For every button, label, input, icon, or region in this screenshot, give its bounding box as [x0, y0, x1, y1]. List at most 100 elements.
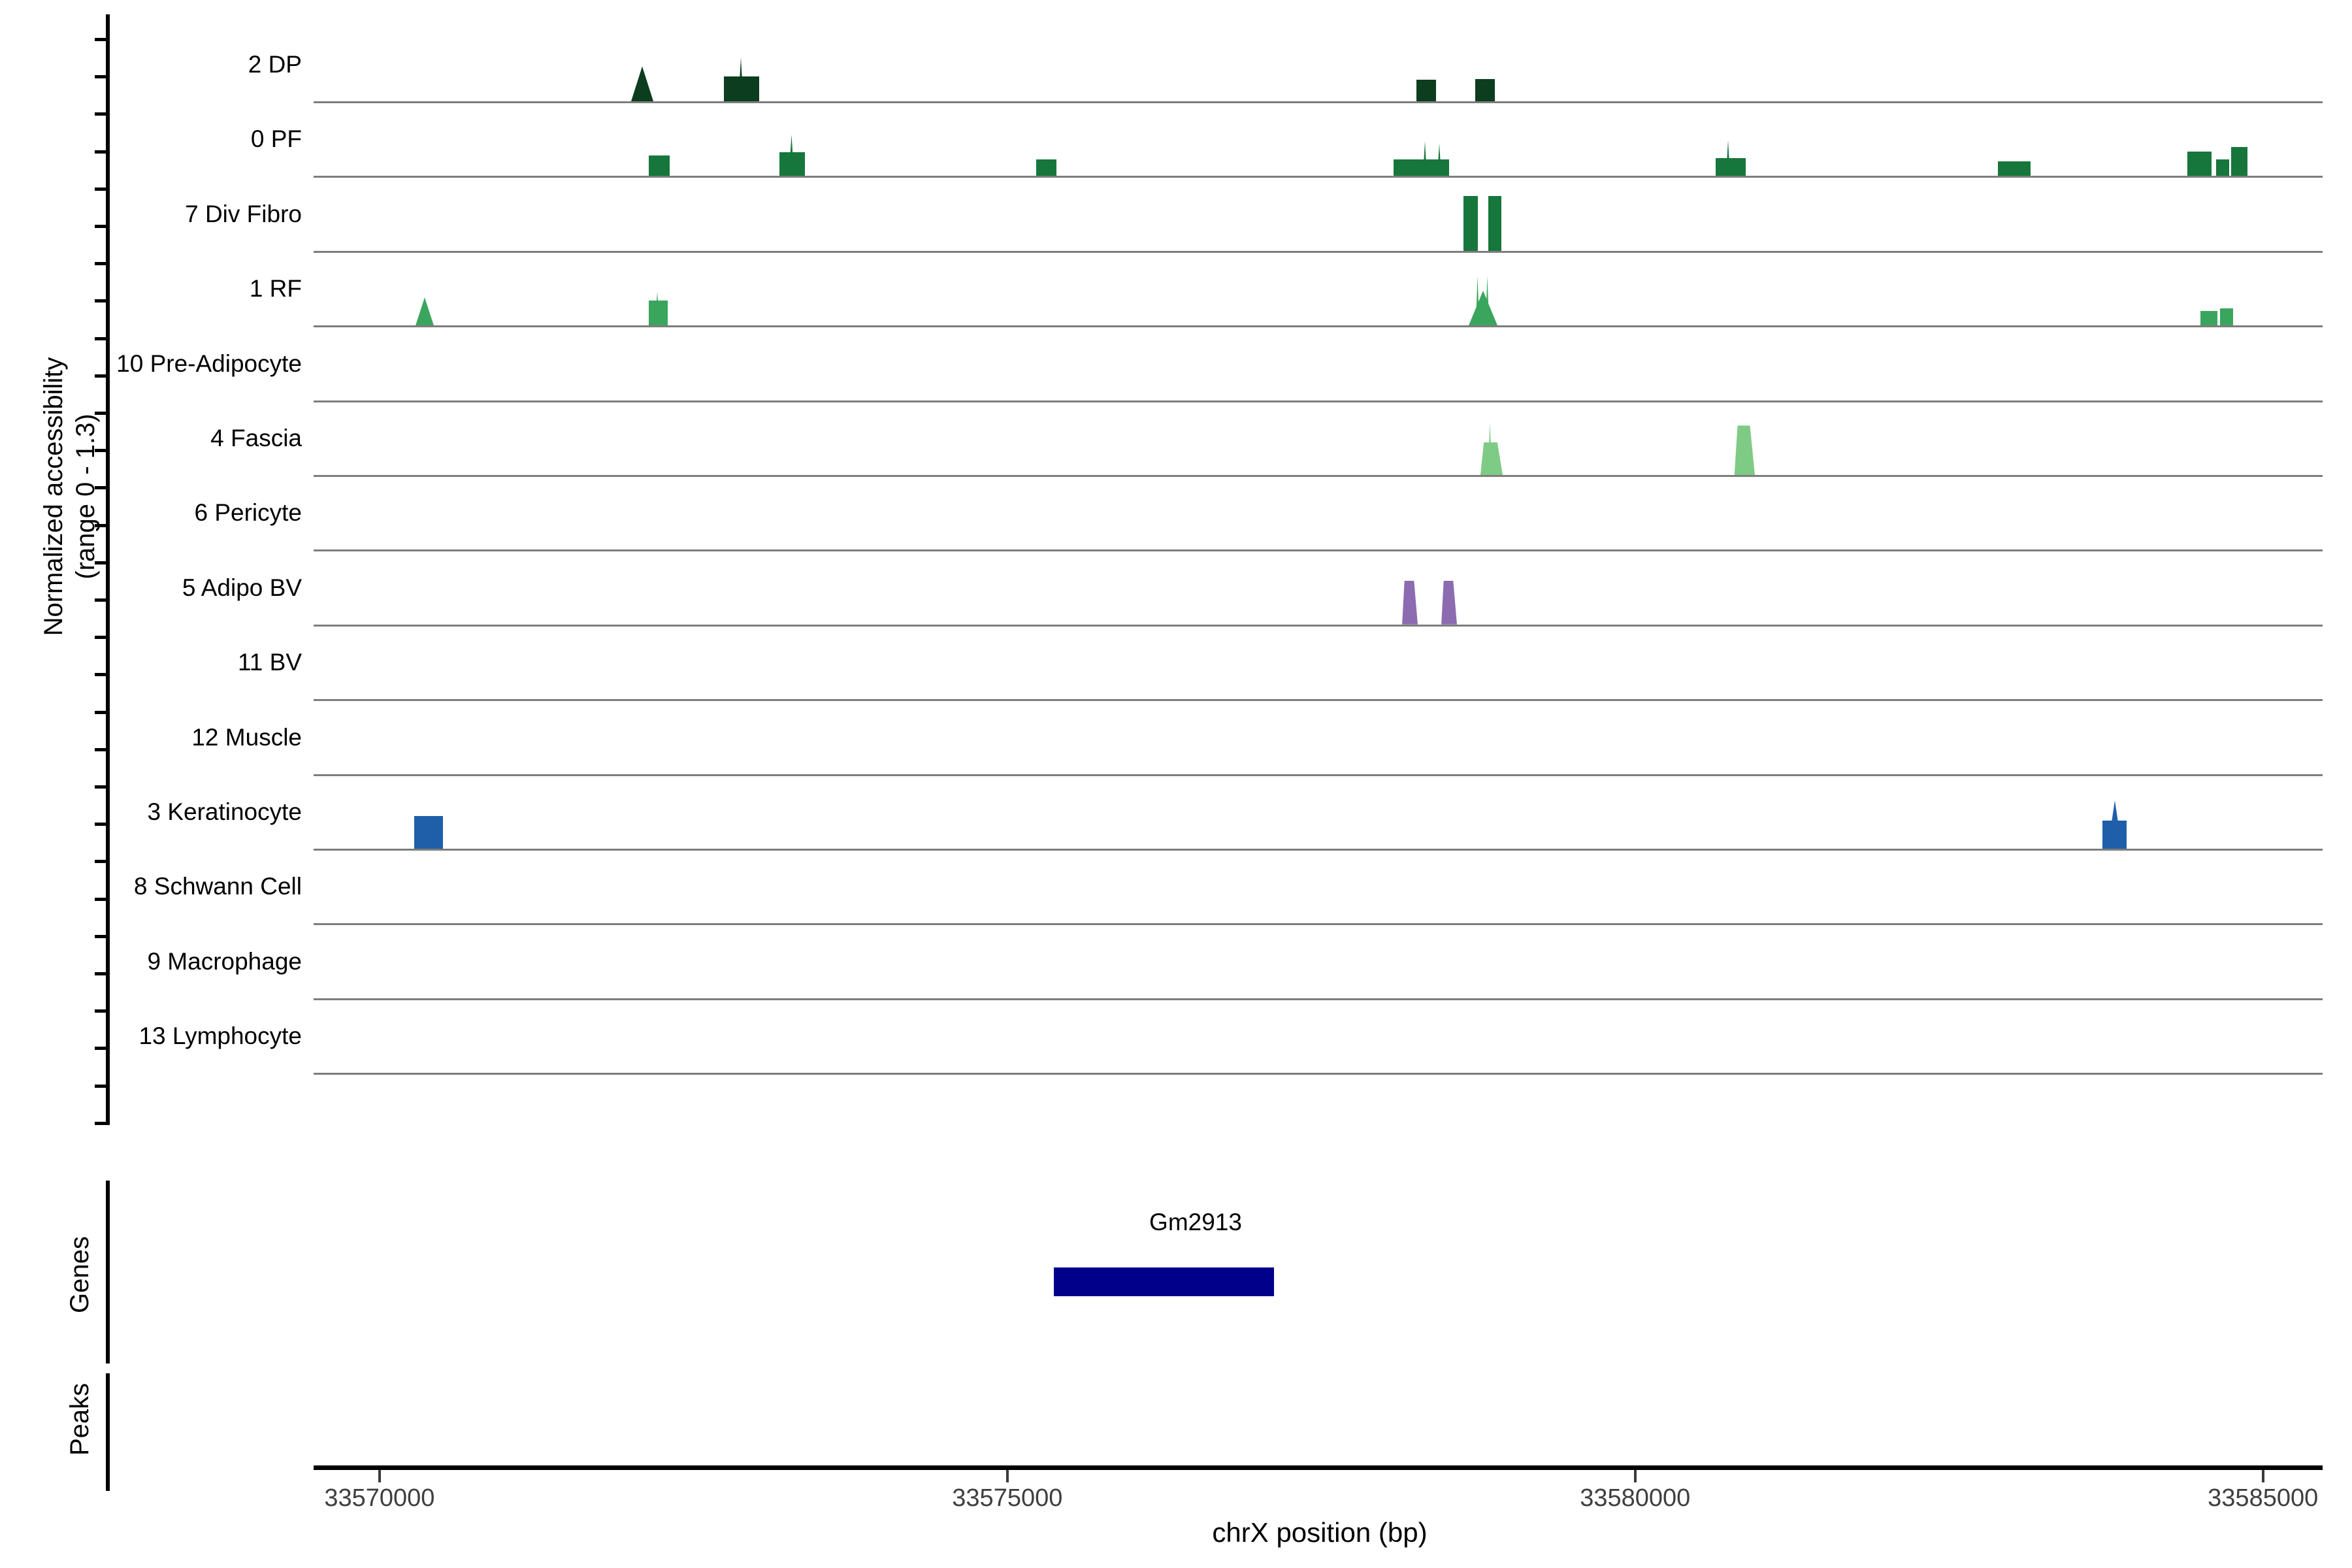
track-label-6-pericyte: 6 Pericyte [194, 499, 302, 527]
y-axis-tick [95, 374, 106, 378]
y-axis-tick [95, 1084, 106, 1088]
track-baseline-7-div-fibro [314, 250, 2323, 253]
y-axis-tick [95, 598, 106, 602]
track-baseline-13-lymphocyte [314, 1073, 2323, 1075]
signal-peak-0-pf [1437, 143, 1441, 176]
x-axis-tick [2261, 1470, 2264, 1482]
signal-peak-4-fascia [1488, 423, 1492, 475]
signal-peak-1-rf [2220, 308, 2233, 326]
track-label-9-macrophage: 9 Macrophage [147, 947, 302, 975]
signal-peak-4-fascia [1734, 425, 1755, 475]
track-label-3-keratinocyte: 3 Keratinocyte [147, 798, 302, 825]
track-baseline-12-muscle [314, 774, 2323, 776]
signal-peak-0-pf [1716, 157, 1746, 176]
track-baseline-11-bv [314, 699, 2323, 702]
signal-peak-2-dp [1475, 78, 1495, 101]
y-axis-tick [95, 187, 106, 191]
signal-peak-2-dp [738, 57, 743, 101]
track-baseline-4-fascia [314, 475, 2323, 477]
y-axis-tick [95, 561, 106, 564]
x-axis-tick-label: 33570000 [324, 1484, 435, 1512]
y-axis-tick [95, 636, 106, 640]
x-axis-title: chrX position (bp) [1212, 1517, 1428, 1548]
signal-peak-1-rf [1469, 290, 1497, 326]
signal-peak-0-pf [1726, 140, 1730, 176]
track-label-13-lymphocyte: 13 Lymphocyte [139, 1022, 302, 1050]
signal-peak-5-adipo-bv [1441, 580, 1457, 625]
signal-peak-0-pf [649, 155, 670, 176]
x-axis-tick [1005, 1470, 1009, 1482]
y-axis-tick [95, 262, 106, 266]
y-axis-tick [95, 860, 106, 864]
x-axis-tick-label: 33580000 [1580, 1484, 1691, 1512]
signal-peak-3-keratinocyte [414, 816, 443, 849]
track-baseline-1-rf [314, 325, 2323, 328]
track-baseline-9-macrophage [314, 998, 2323, 1000]
y-axis-tick [95, 785, 106, 789]
track-label-5-adipo-bv: 5 Adipo BV [182, 574, 302, 601]
track-label-11-bv: 11 BV [237, 649, 302, 676]
track-baseline-5-adipo-bv [314, 624, 2323, 627]
signal-peak-2-dp [1416, 80, 1436, 101]
y-axis-tick [95, 747, 106, 751]
genes-axis-spine [106, 1181, 110, 1364]
gene-bar[interactable] [1054, 1267, 1274, 1296]
y-axis-tick [95, 710, 106, 714]
signal-peak-1-rf [1475, 276, 1480, 326]
y-axis-tick [95, 1009, 106, 1013]
signal-peak-0-pf [2216, 159, 2229, 176]
signal-peak-1-rf [416, 297, 434, 326]
x-axis-tick [378, 1470, 381, 1482]
track-label-4-fascia: 4 Fascia [210, 425, 302, 451]
track-baseline-3-keratinocyte [314, 849, 2323, 851]
track-baseline-0-pf [314, 176, 2323, 178]
signal-peak-1-rf [655, 291, 660, 326]
track-baseline-6-pericyte [314, 549, 2323, 552]
y-axis-tick [95, 486, 106, 490]
track-baseline-2-dp [314, 101, 2323, 103]
y-axis-tick [95, 1047, 106, 1051]
peaks-axis-label: Peaks [65, 1382, 94, 1456]
y-axis-tick [95, 1121, 106, 1125]
signal-peak-7-div-fibro [1488, 195, 1501, 251]
y-axis-tick [95, 897, 106, 901]
x-axis-line [314, 1465, 2323, 1470]
track-label-12-muscle: 12 Muscle [191, 723, 302, 751]
y-axis-tick [95, 523, 106, 527]
signal-peak-5-adipo-bv [1402, 580, 1418, 625]
accessibility-axis-spine [106, 14, 110, 1125]
y-axis-tick [95, 225, 106, 228]
x-axis-tick [1633, 1470, 1637, 1482]
signal-peak-0-pf [789, 134, 794, 176]
signal-peak-0-pf [1423, 141, 1427, 176]
track-label-1-rf: 1 RF [249, 275, 302, 302]
x-axis-tick-label: 33585000 [2208, 1484, 2319, 1512]
y-axis-tick [95, 449, 106, 453]
signal-peak-0-pf [2231, 146, 2247, 176]
y-axis-tick [95, 673, 106, 677]
y-axis-tick [95, 112, 106, 116]
y-axis-tick [95, 150, 106, 154]
y-axis-tick [95, 38, 106, 41]
track-baseline-8-schwann-cell [314, 923, 2323, 926]
x-axis-tick-label: 33575000 [952, 1484, 1063, 1512]
track-label-8-schwann-cell: 8 Schwann Cell [133, 873, 302, 900]
y-axis-tick [95, 412, 106, 415]
signal-peak-0-pf [1998, 161, 2031, 176]
y-axis-tick [95, 299, 106, 303]
signal-peak-0-pf [2187, 151, 2212, 176]
track-label-2-dp: 2 DP [248, 51, 302, 78]
y-axis-tick [95, 972, 106, 975]
y-axis-tick [95, 934, 106, 938]
peaks-axis-spine [106, 1373, 110, 1491]
y-axis-tick [95, 336, 106, 340]
signal-peak-0-pf [1036, 159, 1056, 176]
track-label-10-pre-adipocyte: 10 Pre-Adipocyte [116, 350, 302, 377]
track-label-7-div-fibro: 7 Div Fibro [185, 200, 302, 227]
signal-peak-2-dp [631, 66, 653, 101]
signal-peak-1-rf [2200, 310, 2217, 326]
signal-peak-1-rf [1485, 276, 1490, 326]
y-axis-tick [95, 823, 106, 826]
genes-axis-label: Genes [65, 1236, 94, 1313]
